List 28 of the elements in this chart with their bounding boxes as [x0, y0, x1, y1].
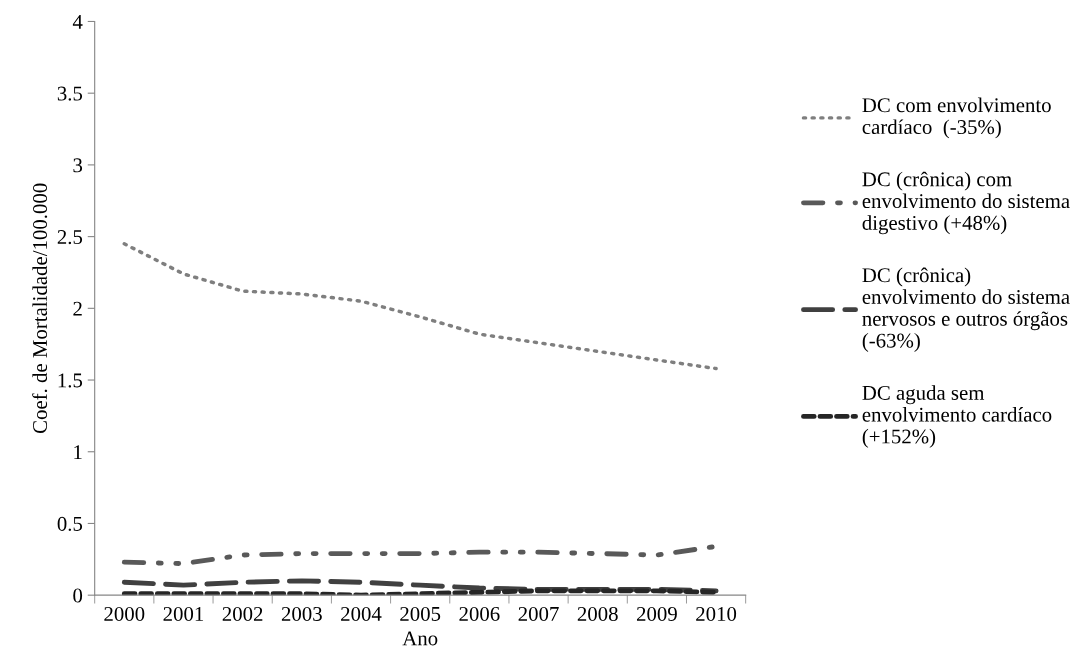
x-axis-title: Ano: [402, 631, 438, 646]
legend-label: DC (crônica) com envolvimento do sistema digestivo (+48%): [862, 171, 1070, 235]
x-tick-label: 2007: [518, 606, 559, 621]
line-series: [122, 242, 718, 371]
y-tick-label: 1: [74, 445, 82, 459]
legend-label: DC com envolvimento cardíaco (-35%): [862, 97, 1051, 139]
legend-label: DC (crônica) envolvimento do sistema nervosos e outros órgãos (-63%): [862, 267, 1070, 352]
x-tick-label: 2004: [341, 606, 382, 621]
x-tick-label: 2010: [696, 606, 737, 621]
x-tick-label: 2009: [636, 606, 677, 621]
x-tick-label: 2006: [459, 606, 500, 621]
y-tick-label: 0: [73, 588, 83, 603]
x-tick-label: 2008: [577, 606, 618, 621]
y-tick-label: 2.5: [57, 230, 83, 245]
x-tick-label: 2002: [222, 606, 263, 621]
y-axis-title: Coef. de Mortalidade/100.000: [32, 183, 48, 434]
y-tick-label: 4: [72, 14, 83, 29]
x-tick-label: 2005: [400, 606, 441, 621]
legend-label: DC aguda sem envolvimento cardíaco (+152%): [862, 385, 1052, 448]
y-tick-label: 1.5: [58, 373, 83, 388]
x-tick-label: 2000: [104, 606, 145, 621]
x-tick-label: 2003: [281, 606, 322, 621]
y-tick-label: 3.5: [57, 86, 83, 101]
y-tick-label: 2: [73, 301, 82, 316]
y-tick-label: 3: [73, 158, 83, 173]
line-series: [121, 578, 719, 594]
y-tick-label: 0.5: [57, 516, 83, 531]
x-tick-label: 2001: [163, 606, 204, 621]
